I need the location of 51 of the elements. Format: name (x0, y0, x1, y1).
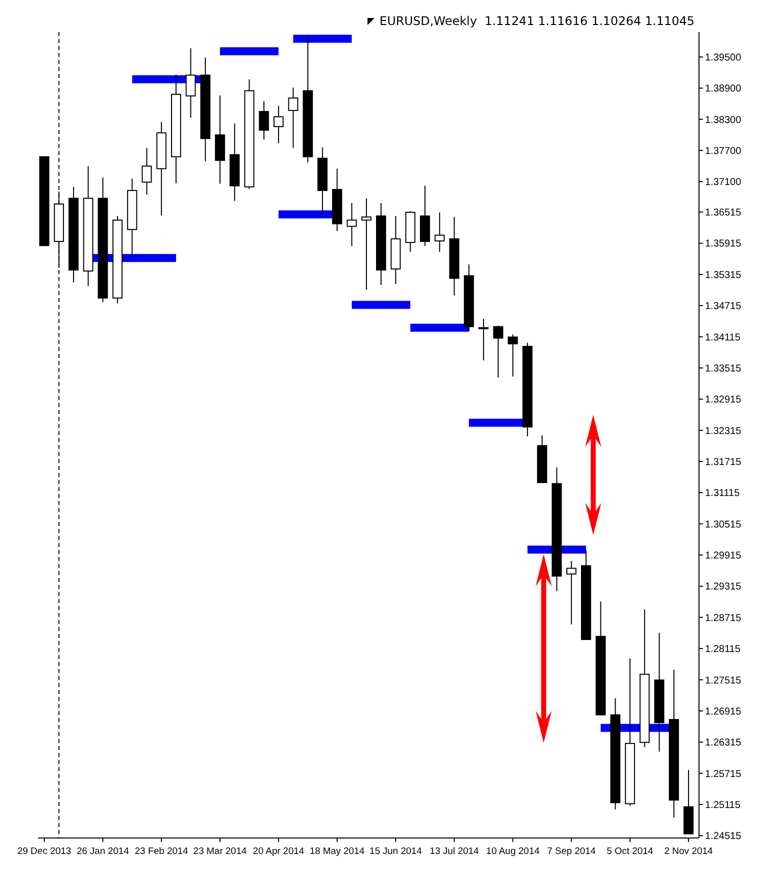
y-tick-label: 1.35315 (705, 270, 742, 281)
y-tick-label: 1.32315 (705, 426, 742, 437)
candlestick (566, 560, 576, 625)
y-tick-label: 1.29915 (705, 550, 742, 562)
y-tick-label: 1.31715 (705, 457, 742, 468)
candlestick (142, 147, 152, 196)
candlestick (288, 87, 298, 148)
candlestick (478, 318, 489, 361)
candlestick (258, 100, 269, 140)
y-tick-label: 1.30515 (705, 519, 742, 530)
y-tick-label: 1.32915 (705, 394, 742, 406)
y-tick-label: 1.27515 (705, 675, 742, 686)
y-tick-label: 1.31115 (705, 488, 740, 500)
x-tick-label: 2 Nov 2014 (664, 846, 713, 857)
y-tick-label: 1.34715 (705, 301, 742, 312)
chart-title: EURUSD,Weekly 1.11241 1.11616 1.10264 1.11045 (380, 14, 695, 28)
y-tick-label: 1.38900 (705, 84, 742, 95)
candlestick (186, 48, 196, 118)
y-tick-label: 1.28115 (705, 644, 741, 656)
y-tick-label: 1.24515 (705, 831, 742, 842)
x-tick-label: 7 Sep 2014 (547, 846, 596, 857)
candlestick (508, 334, 518, 378)
y-tick-label: 1.34115 (705, 332, 741, 344)
y-tick-label: 1.39500 (705, 52, 742, 64)
y-tick-label: 1.29315 (705, 582, 742, 593)
y-tick-label: 1.37100 (705, 177, 742, 188)
candlestick (346, 202, 357, 247)
y-tick-label: 1.36515 (705, 208, 742, 219)
y-tick-label: 1.35915 (705, 238, 742, 250)
y-tick-label: 1.38300 (705, 114, 742, 126)
y-tick-label: 1.25715 (705, 768, 742, 780)
y-tick-label: 1.26315 (705, 738, 742, 749)
y-tick-label: 1.25115 (705, 800, 741, 811)
x-tick-label: 20 Apr 2014 (252, 846, 304, 857)
x-tick-label: 10 Aug 2014 (486, 846, 540, 857)
x-tick-label: 13 Jul 2014 (430, 846, 479, 857)
candlestick (361, 198, 372, 290)
candlestick (274, 105, 284, 144)
y-tick-label: 1.37700 (705, 146, 742, 157)
y-tick-label: 1.26915 (705, 706, 742, 718)
candlestick (434, 212, 445, 252)
x-tick-label: 29 Dec 2013 (17, 846, 72, 857)
x-tick-label: 23 Mar 2014 (193, 846, 247, 857)
y-tick-label: 1.28715 (705, 612, 742, 624)
x-tick-label: 15 Jun 2014 (370, 846, 422, 857)
x-tick-label: 18 May 2014 (310, 846, 365, 857)
candlestick (493, 325, 504, 378)
x-tick-label: 5 Oct 2014 (606, 846, 654, 857)
x-tick-label: 26 Jan 2014 (76, 846, 129, 857)
x-tick-label: 23 Feb 2014 (134, 846, 188, 857)
y-tick-label: 1.33515 (705, 363, 742, 374)
